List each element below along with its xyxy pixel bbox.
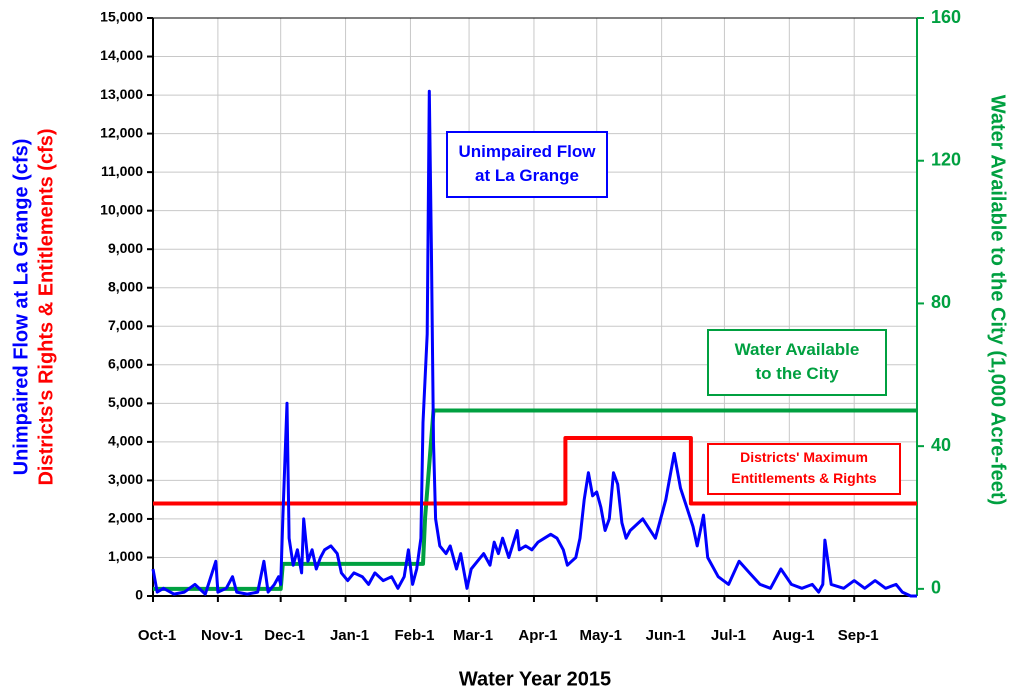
y-tick-label: 2,000 [108,510,143,526]
annotation-box [707,329,887,396]
y-tick-label: 12,000 [100,124,143,140]
y-tick-label: 15,000 [100,9,143,25]
annotation-text: Unimpaired Flow [459,142,597,161]
x-tick-label: Oct-1 [138,627,176,644]
x-axis-title: Water Year 2015 [459,668,611,690]
annotation-text: at La Grange [475,166,579,185]
annotation-text: Districts' Maximum [740,449,868,465]
y2-tick-label: 160 [931,7,961,27]
y2-axis-title: Water Available to the City (1,000 Acre-… [987,95,1009,506]
y-tick-label: 13,000 [100,86,143,102]
y-tick-label: 1,000 [108,548,143,564]
annotation-text: to the City [755,364,839,383]
y2-tick-label: 0 [931,578,941,598]
y-tick-label: 11,000 [101,163,143,179]
annotation-text: Water Available [735,340,860,359]
x-tick-label: Sep-1 [838,627,879,644]
x-tick-label: May-1 [579,627,622,644]
y2-tick-label: 80 [931,292,951,312]
annotation-box [707,443,901,495]
series-line [151,89,917,598]
y-tick-label: 0 [135,587,143,603]
y2-tick-label: 120 [931,149,961,169]
x-tick-label: Dec-1 [264,627,305,644]
x-tick-label: Apr-1 [518,627,557,644]
x-tick-label: Jun-1 [646,627,686,644]
series-line [153,436,917,506]
series-line [153,408,917,591]
y-axis-title: Unimpaired Flow at La Grange (cfs) [10,139,32,476]
x-tick-label: Feb-1 [394,627,434,644]
x-tick-label: Mar-1 [453,627,493,644]
y-tick-label: 3,000 [108,471,143,487]
y-tick-label: 7,000 [108,317,143,333]
y-tick-label: 9,000 [108,240,143,256]
y-tick-label: 14,000 [100,47,143,63]
annotation-text: Entitlements & Rights [731,470,877,486]
x-tick-label: Nov-1 [201,627,243,644]
y-tick-label: 8,000 [108,278,143,294]
y2-tick-label: 40 [931,435,951,455]
y-tick-label: 4,000 [108,433,143,449]
y-tick-label: 5,000 [108,394,143,410]
y-axis-title: Districts's Rights & Entitlements (cfs) [35,128,57,485]
x-tick-label: Jul-1 [711,627,746,644]
x-tick-label: Aug-1 [772,627,815,644]
y-tick-label: 10,000 [100,201,143,217]
x-tick-label: Jan-1 [330,627,369,644]
annotation-box [446,131,608,198]
y-tick-label: 6,000 [108,356,143,372]
